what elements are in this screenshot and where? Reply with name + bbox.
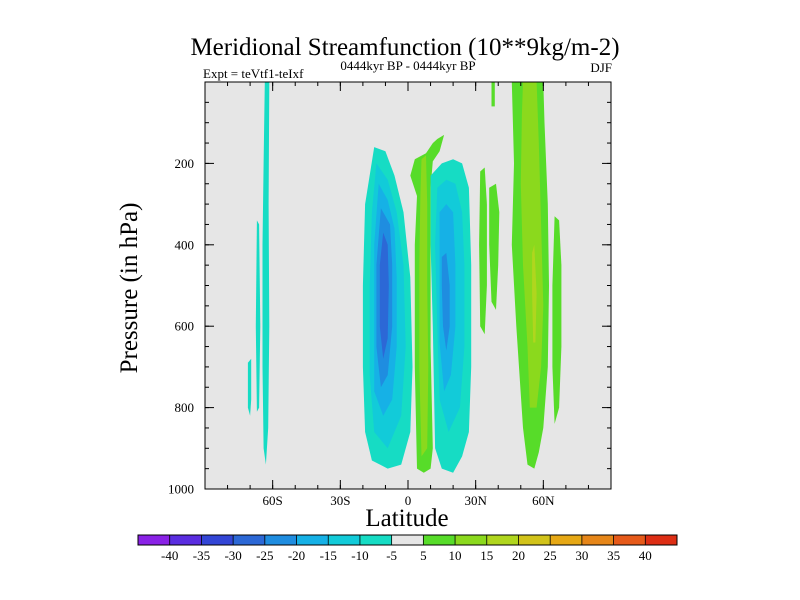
colorbar-swatch [328, 535, 361, 545]
colorbar-label: 5 [420, 548, 427, 563]
region-nh-polar-lvl-10 [520, 82, 544, 408]
y-tick-label: 1000 [168, 482, 194, 497]
chart-subtitle-period: 0444kyr BP - 0444kyr BP [340, 58, 475, 73]
colorbar-frame [137, 534, 678, 546]
region-sh-polar-cell-outer [255, 220, 261, 412]
y-tick-label: 800 [175, 400, 195, 415]
colorbar-label: 10 [449, 548, 462, 563]
colorbar-label: -35 [193, 548, 210, 563]
region-nh-polar-core [532, 244, 537, 343]
colorbar-swatch [518, 535, 551, 545]
x-tick-label: 60S [263, 493, 283, 508]
colorbar-swatch [359, 535, 393, 545]
colorbar-swatch [201, 535, 234, 545]
colorbar-swatch [581, 535, 614, 545]
region-nh-ferrel-band-2 [489, 183, 500, 310]
region-nh-ferrel-band-1 [479, 167, 487, 335]
colorbar-swatch [455, 535, 488, 545]
colorbar-label: -40 [161, 548, 178, 563]
chart-subtitle-season: DJF [590, 60, 612, 75]
y-tick-label: 400 [175, 237, 195, 252]
colorbar-label: -25 [256, 548, 273, 563]
colorbar-label: -30 [224, 548, 241, 563]
colorbar-label: 40 [639, 548, 652, 563]
colorbar-swatch [486, 535, 519, 545]
colorbar-swatch [645, 535, 678, 545]
colorbar-label: 30 [575, 548, 588, 563]
y-tick-label: 200 [175, 156, 195, 171]
x-tick-label: 0 [405, 493, 412, 508]
chart-subtitle-experiment: Expt = teVtf1-teIxf [203, 66, 304, 81]
x-tick-label: 30N [464, 493, 487, 508]
colorbar-swatch [233, 535, 266, 545]
y-tick-label: 600 [175, 319, 195, 334]
colorbar-label: -10 [351, 548, 368, 563]
colorbar-swatch [138, 535, 171, 545]
colorbar-label: 25 [544, 548, 557, 563]
axis-ticks: 60S 30S 0 30N 60N 200 400 600 800 1000 [168, 82, 611, 508]
region-sh-polar-cell [262, 82, 270, 465]
colorbar-label: -20 [288, 548, 305, 563]
region-sh-ferrel-edge [247, 358, 252, 416]
region-itcz-cell-core [419, 155, 429, 457]
region-nh-polar-outer [552, 216, 562, 424]
colorbar-label: -5 [386, 548, 397, 563]
chart-title: Meridional Streamfunction (10**9kg/m-2) [190, 34, 619, 61]
colorbar-swatch [264, 535, 297, 545]
region-nh-ferrel-band-3 [491, 82, 495, 107]
colorbar-label: 20 [512, 548, 525, 563]
colorbar-label: 35 [607, 548, 620, 563]
contour-regions [247, 82, 562, 473]
colorbar-label: 15 [480, 548, 493, 563]
x-axis-label: Latitude [365, 505, 448, 532]
colorbar-swatch [613, 535, 646, 545]
region-nh-hadley-lvl-20 [441, 252, 450, 351]
y-axis-label: Pressure (in hPa) [116, 203, 143, 374]
colorbar-swatch [391, 535, 424, 545]
colorbar-swatch [296, 535, 329, 545]
colorbar: -40 -35 -30 -25 -20 -15 -10 -5 5 10 15 20 25 30 35 40 [137, 534, 678, 563]
colorbar-swatch [169, 535, 202, 545]
colorbar-swatch [423, 535, 456, 545]
colorbar-label: -15 [320, 548, 337, 563]
colorbar-swatch [550, 535, 583, 545]
x-tick-label: 60N [532, 493, 555, 508]
x-tick-label: 30S [330, 493, 350, 508]
region-sh-hadley-lvl-25 [379, 232, 389, 359]
